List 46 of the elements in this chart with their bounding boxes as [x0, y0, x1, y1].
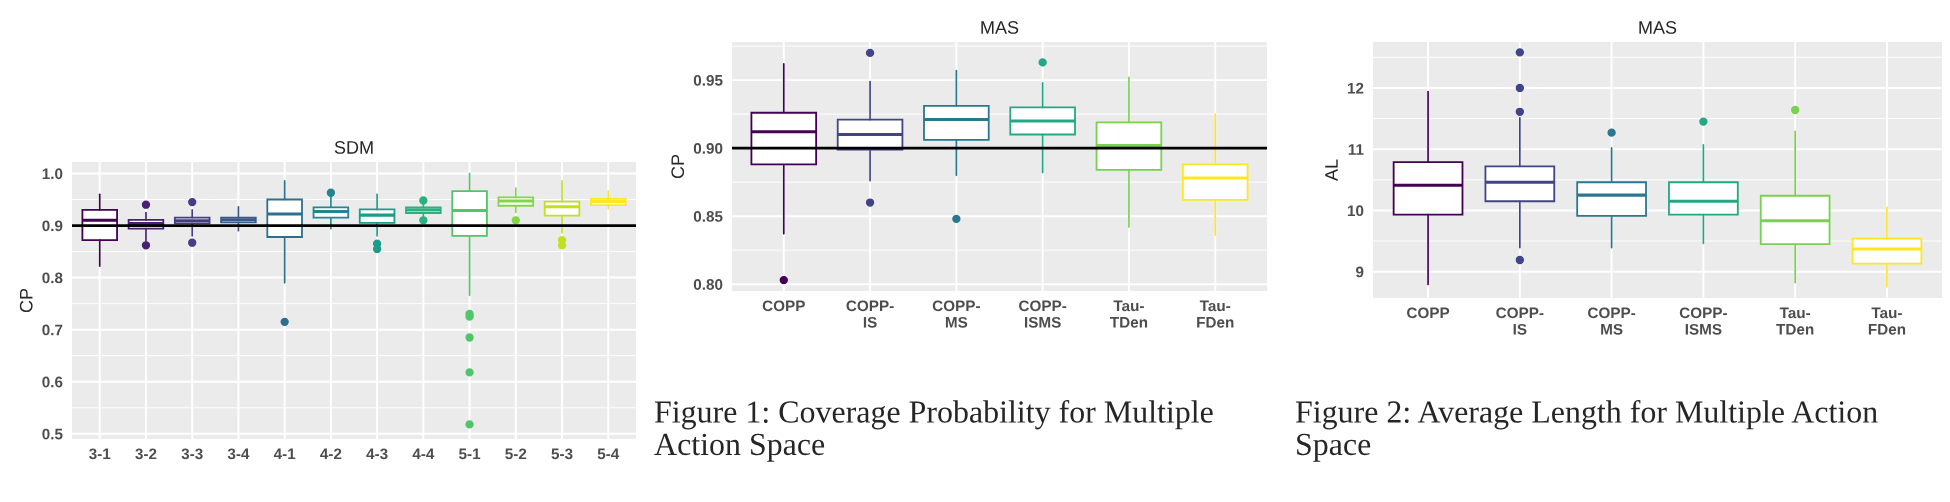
y-axis-title: CP: [671, 154, 685, 179]
x-tick-label: 3-4: [227, 448, 250, 460]
y-tick-label: 10: [1347, 205, 1364, 217]
x-tick-label: COPP-ISMS: [1679, 307, 1727, 335]
y-tick-label: 0.9: [42, 220, 63, 232]
y-tick-label: 1.0: [42, 168, 63, 180]
chart-title: SDM: [334, 141, 373, 154]
y-tick-label: 12: [1347, 82, 1364, 94]
x-tick-label: COPP-MS: [1588, 307, 1636, 335]
x-tick-label: Tau-FDen: [1868, 307, 1906, 335]
y-tick-label: 0.90: [693, 143, 723, 154]
x-tick-label: COPP-ISMS: [1019, 300, 1067, 328]
y-tick-label: 9: [1356, 266, 1364, 278]
x-tick-label: 5-1: [459, 448, 481, 460]
x-tick-label: 3-1: [89, 448, 111, 460]
x-tick-label: 4-4: [412, 448, 435, 460]
x-tick-label: 5-3: [551, 448, 573, 460]
chart-title: MAS: [1639, 21, 1677, 34]
x-tick-label: 5-4: [597, 448, 620, 460]
x-tick-label: Tau-FDen: [1197, 300, 1234, 328]
x-tick-label: COPP-IS: [1496, 307, 1544, 335]
x-tick-label: 3-3: [181, 448, 203, 460]
chart-title: MAS: [981, 21, 1019, 34]
x-tick-label: Tau-TDen: [1776, 307, 1814, 335]
y-tick-label: 0.8: [42, 272, 63, 284]
x-tick-label: COPP: [762, 300, 805, 312]
x-tick-label: COPP: [1407, 307, 1450, 319]
x-tick-label: COPP-MS: [932, 300, 980, 328]
x-tick-label: 4-3: [366, 448, 388, 460]
y-axis-title: AL: [1325, 159, 1338, 182]
y-tick-label: 0.6: [42, 376, 63, 388]
y-tick-label: 0.85: [693, 211, 723, 222]
y-tick-label: 0.7: [42, 324, 63, 336]
caption: Figure 1: Coverage Probability for Multiple Action Space: [654, 400, 1213, 462]
x-tick-label: 4-2: [320, 448, 342, 460]
y-tick-label: 0.80: [693, 279, 723, 290]
x-tick-label: 5-2: [505, 448, 527, 460]
caption: Figure 2: Average Length for Multiple Action Space: [1295, 400, 1878, 462]
x-tick-label: Tau-TDen: [1110, 300, 1148, 328]
x-tick-label: 3-2: [135, 448, 157, 460]
x-tick-label: 4-1: [273, 448, 296, 460]
y-axis-title: CP: [19, 288, 33, 313]
y-tick-label: 11: [1348, 144, 1364, 155]
y-tick-label: 0.95: [693, 74, 723, 86]
x-tick-label: COPP-IS: [846, 300, 894, 328]
y-tick-label: 0.5: [42, 428, 63, 440]
